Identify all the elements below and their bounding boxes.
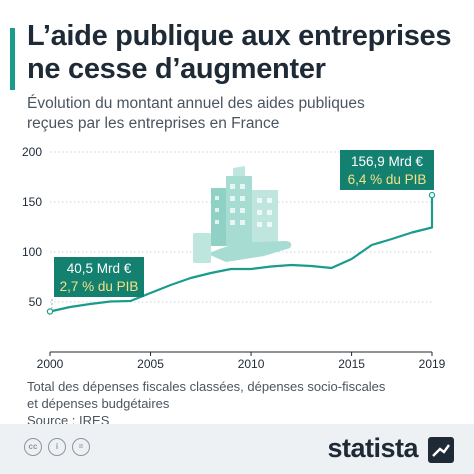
hand-buildings-illustration (193, 166, 292, 263)
note-line-1: Total des dépenses fiscales classées, dé… (27, 379, 386, 394)
y-tick-label: 200 (22, 145, 42, 159)
x-tick-label: 2019 (419, 357, 446, 371)
x-tick-label: 2010 (238, 357, 265, 371)
x-tick-label: 2015 (338, 357, 365, 371)
start-annotation-box (54, 257, 144, 297)
start-annotation-share: 2,7 % du PIB (60, 279, 139, 294)
end-annotation-value: 156,9 Mrd € (351, 154, 424, 169)
subtitle-line-1: Évolution du montant annuel des aides pu… (27, 95, 365, 112)
cc-icon[interactable]: cc (24, 438, 42, 456)
chart-subtitle: Évolution du montant annuel des aides pu… (27, 94, 447, 134)
note-line-2: et dépenses budgétaires (27, 396, 170, 411)
series-line (49, 195, 434, 313)
y-tick-label: 150 (22, 195, 42, 209)
by-icon[interactable]: i (48, 438, 66, 456)
title-accent-bar (10, 28, 15, 90)
equals-icon[interactable]: = (72, 438, 90, 456)
subtitle-line-2: reçues par les entreprises en France (27, 115, 280, 132)
end-point (428, 191, 436, 199)
y-tick-label: 50 (29, 295, 43, 309)
x-tick-label: 2000 (37, 357, 64, 371)
chart-notes: Total des dépenses fiscales classées, dé… (27, 378, 447, 429)
chart-title: L’aide publique aux entreprises ne cesse… (27, 20, 467, 86)
brand-name[interactable]: statista (327, 433, 418, 463)
chart-grid (50, 151, 432, 353)
start-point (46, 308, 54, 315)
end-annotation-box (340, 150, 434, 190)
footer: cc i = statista (0, 424, 474, 474)
data-points (46, 191, 436, 315)
y-tick-label: 100 (22, 245, 42, 259)
start-annotation-value: 40,5 Mrd € (67, 261, 132, 276)
statista-logo-icon (428, 437, 454, 463)
line-chart: 50 100 150 200 2000 2005 2010 2015 2019 40,5 Mrd… (22, 145, 446, 371)
title-line-1: L’aide publique aux entreprises (27, 20, 452, 52)
axis-ticks: 50 100 150 200 2000 2005 2010 2015 2019 (22, 145, 446, 371)
license-icons: cc i = (24, 438, 90, 456)
x-tick-label: 2005 (137, 357, 164, 371)
annotations: 40,5 Mrd € 2,7 % du PIB 156,9 Mrd € 6,4 % d… (51, 150, 434, 309)
title-line-2: ne cesse d’augmenter (27, 53, 326, 85)
end-annotation-share: 6,4 % du PIB (348, 172, 427, 187)
